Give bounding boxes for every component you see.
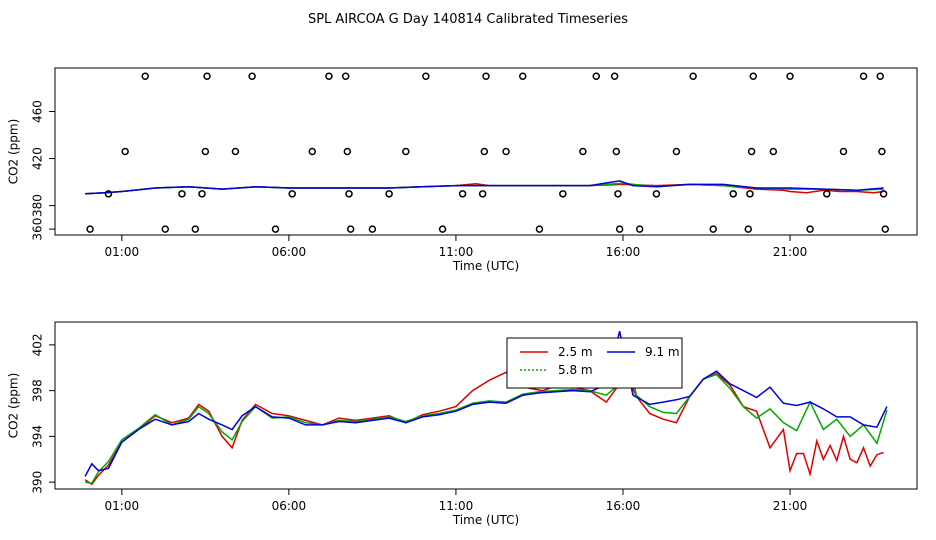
y-tick-label: 394 bbox=[31, 425, 45, 448]
scatter-point bbox=[121, 147, 129, 156]
x-tick-label: 16:00 bbox=[606, 499, 641, 513]
scatter-point bbox=[535, 225, 544, 233]
scatter-point bbox=[161, 225, 170, 233]
x-tick-label: 21:00 bbox=[773, 245, 808, 259]
x-tick-label: 01:00 bbox=[105, 499, 140, 513]
scatter-point bbox=[385, 190, 393, 198]
scatter-point bbox=[592, 72, 601, 80]
series-line-91m bbox=[84, 331, 888, 477]
scatter-point bbox=[368, 225, 377, 233]
scatter-point bbox=[876, 72, 884, 80]
x-axis-label: Time (UTC) bbox=[452, 259, 519, 273]
scatter-point bbox=[579, 147, 587, 156]
legend-label: 2.5 m bbox=[558, 345, 593, 359]
y-tick-label: 390 bbox=[31, 471, 45, 494]
scatter-point bbox=[203, 72, 211, 80]
scatter-point bbox=[806, 225, 814, 233]
x-tick-label: 16:00 bbox=[606, 245, 641, 259]
y-tick-label: 420 bbox=[31, 147, 45, 170]
scatter-point bbox=[480, 147, 489, 156]
scatter-point bbox=[502, 147, 510, 156]
scatter-point bbox=[878, 147, 886, 156]
y-tick-label: 402 bbox=[31, 333, 45, 356]
scatter-point bbox=[786, 72, 794, 80]
scatter-point bbox=[746, 190, 754, 198]
scatter-point bbox=[325, 72, 333, 80]
plot-area bbox=[85, 180, 884, 195]
scatter-point bbox=[610, 72, 619, 80]
legend: 2.5 m 5.8 m 9.1 m bbox=[506, 337, 683, 389]
scatter-point bbox=[879, 190, 888, 198]
scatter-point bbox=[341, 72, 350, 80]
x-tick-label: 06:00 bbox=[272, 245, 307, 259]
scatter-point bbox=[612, 147, 621, 156]
scatter-point bbox=[402, 147, 410, 156]
scatter-point bbox=[104, 190, 113, 198]
scatter-point bbox=[614, 190, 622, 198]
scatter-point bbox=[672, 147, 681, 156]
x-tick-label: 11:00 bbox=[439, 245, 474, 259]
x-tick-label: 01:00 bbox=[105, 245, 140, 259]
scatter-point bbox=[859, 72, 868, 80]
scatter-point bbox=[744, 225, 753, 233]
scatter-point bbox=[438, 225, 447, 233]
scatter-point bbox=[458, 190, 467, 198]
scatter-point bbox=[271, 225, 280, 233]
plot-frame bbox=[54, 321, 918, 490]
scatter-point bbox=[86, 225, 94, 233]
scatter-point bbox=[141, 72, 149, 80]
figure-title: SPL AIRCOA G Day 140814 Calibrated Times… bbox=[308, 12, 628, 27]
scatter-point bbox=[343, 147, 352, 156]
scatter-point bbox=[729, 190, 737, 198]
scatter-point bbox=[635, 225, 644, 233]
x-tick-label: 11:00 bbox=[439, 499, 474, 513]
y-tick-label: 360 bbox=[31, 218, 45, 241]
scatter-point bbox=[689, 72, 697, 80]
scatter-point bbox=[422, 72, 430, 80]
plot-area bbox=[84, 331, 888, 486]
scatter-point bbox=[288, 190, 296, 198]
scatter-point bbox=[308, 147, 317, 156]
x-tick-label: 21:00 bbox=[773, 499, 808, 513]
x-axis-label: Time (UTC) bbox=[452, 513, 519, 527]
scatter-point bbox=[652, 190, 661, 198]
series-line-25m bbox=[84, 371, 884, 486]
panel-bottom: 01:00 06:00 11:00 16:00 21:00 Time (UTC) 390 39… bbox=[7, 321, 918, 527]
y-tick-label: 380 bbox=[31, 194, 45, 217]
scatter-point bbox=[519, 72, 527, 80]
scatter-point bbox=[478, 190, 487, 198]
scatter-point bbox=[769, 147, 778, 156]
scatter-point bbox=[231, 147, 240, 156]
scatter-point bbox=[191, 225, 200, 233]
scatter-point bbox=[178, 190, 186, 198]
scatter-point bbox=[248, 72, 256, 80]
scatter-point bbox=[823, 190, 831, 198]
scatter-point bbox=[749, 72, 758, 80]
legend-label: 5.8 m bbox=[558, 363, 593, 377]
y-tick-label: 398 bbox=[31, 379, 45, 402]
scatter-point bbox=[839, 147, 848, 156]
scatter-point bbox=[346, 225, 355, 233]
y-axis-label: CO2 (ppm) bbox=[7, 373, 21, 439]
scatter-point bbox=[345, 190, 353, 198]
scatter-point bbox=[709, 225, 717, 233]
scatter-point bbox=[615, 225, 624, 233]
panel-top: 01:00 06:00 11:00 16:00 21:00 Time (UTC) 36038… bbox=[7, 67, 918, 273]
legend-box bbox=[506, 337, 683, 389]
scatter-point bbox=[881, 225, 890, 233]
y-axis-label: CO2 (ppm) bbox=[7, 119, 21, 185]
x-tick-label: 06:00 bbox=[272, 499, 307, 513]
series-line-91m bbox=[85, 180, 884, 195]
legend-label: 9.1 m bbox=[645, 345, 680, 359]
series-line-58m bbox=[84, 344, 888, 485]
scatter-point bbox=[559, 190, 567, 198]
scatter-point bbox=[201, 147, 210, 156]
plot-frame bbox=[54, 67, 918, 236]
scatter-point bbox=[482, 72, 490, 80]
scatter-point bbox=[747, 147, 756, 156]
scatter-point bbox=[198, 190, 206, 198]
y-tick-label: 460 bbox=[31, 100, 45, 123]
